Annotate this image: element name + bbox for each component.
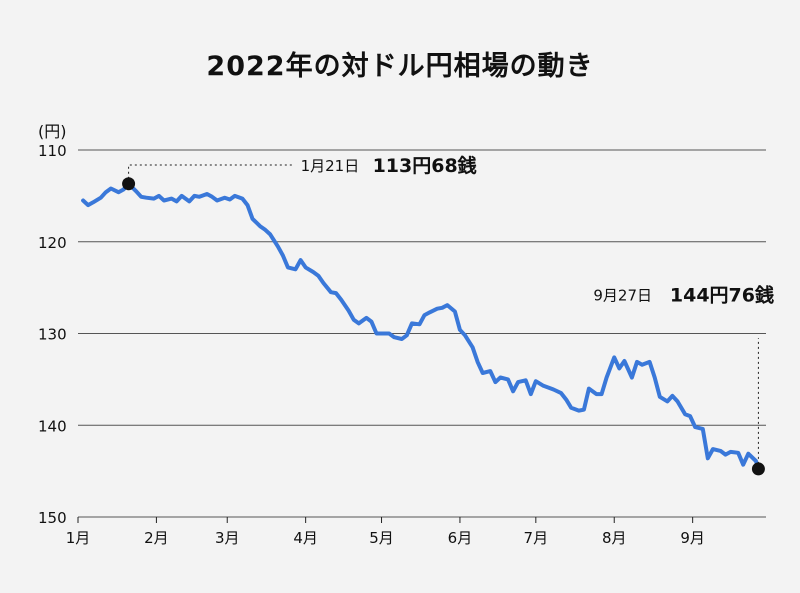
y-tick-label-130: 130 xyxy=(38,326,67,344)
x-tick-label-7: 7月 xyxy=(524,529,549,547)
x-tick-label-2: 2月 xyxy=(144,529,169,547)
annotation-value-start: 113円68銭 xyxy=(373,154,477,177)
y-tick-label-110: 110 xyxy=(38,142,67,160)
usd-jpy-line xyxy=(81,181,761,471)
x-tick-label-3: 3月 xyxy=(215,529,240,547)
x-tick-label-5: 5月 xyxy=(369,529,394,547)
annotation-date-end: 9月27日 xyxy=(593,286,652,304)
annotation-dot-start xyxy=(122,177,136,191)
x-tick-label-9: 9月 xyxy=(680,529,705,547)
annotation-date-start: 1月21日 xyxy=(301,157,360,175)
y-tick-label-120: 120 xyxy=(38,234,67,252)
annotation-leader-start xyxy=(128,164,294,184)
x-tick-label-1: 1月 xyxy=(66,529,91,547)
y-tick-label-140: 140 xyxy=(38,417,67,435)
chart-title: 2022年の対ドル円相場の動き xyxy=(206,51,594,82)
x-tick-label-6: 6月 xyxy=(448,529,473,547)
y-tick-label-150: 150 xyxy=(38,509,67,527)
x-tick-label-8: 8月 xyxy=(602,529,627,547)
x-tick-label-4: 4月 xyxy=(293,529,318,547)
y-axis-unit-label: (円) xyxy=(38,122,67,141)
annotation-dot-end xyxy=(751,462,765,476)
annotation-value-end: 144円76銭 xyxy=(670,283,774,306)
